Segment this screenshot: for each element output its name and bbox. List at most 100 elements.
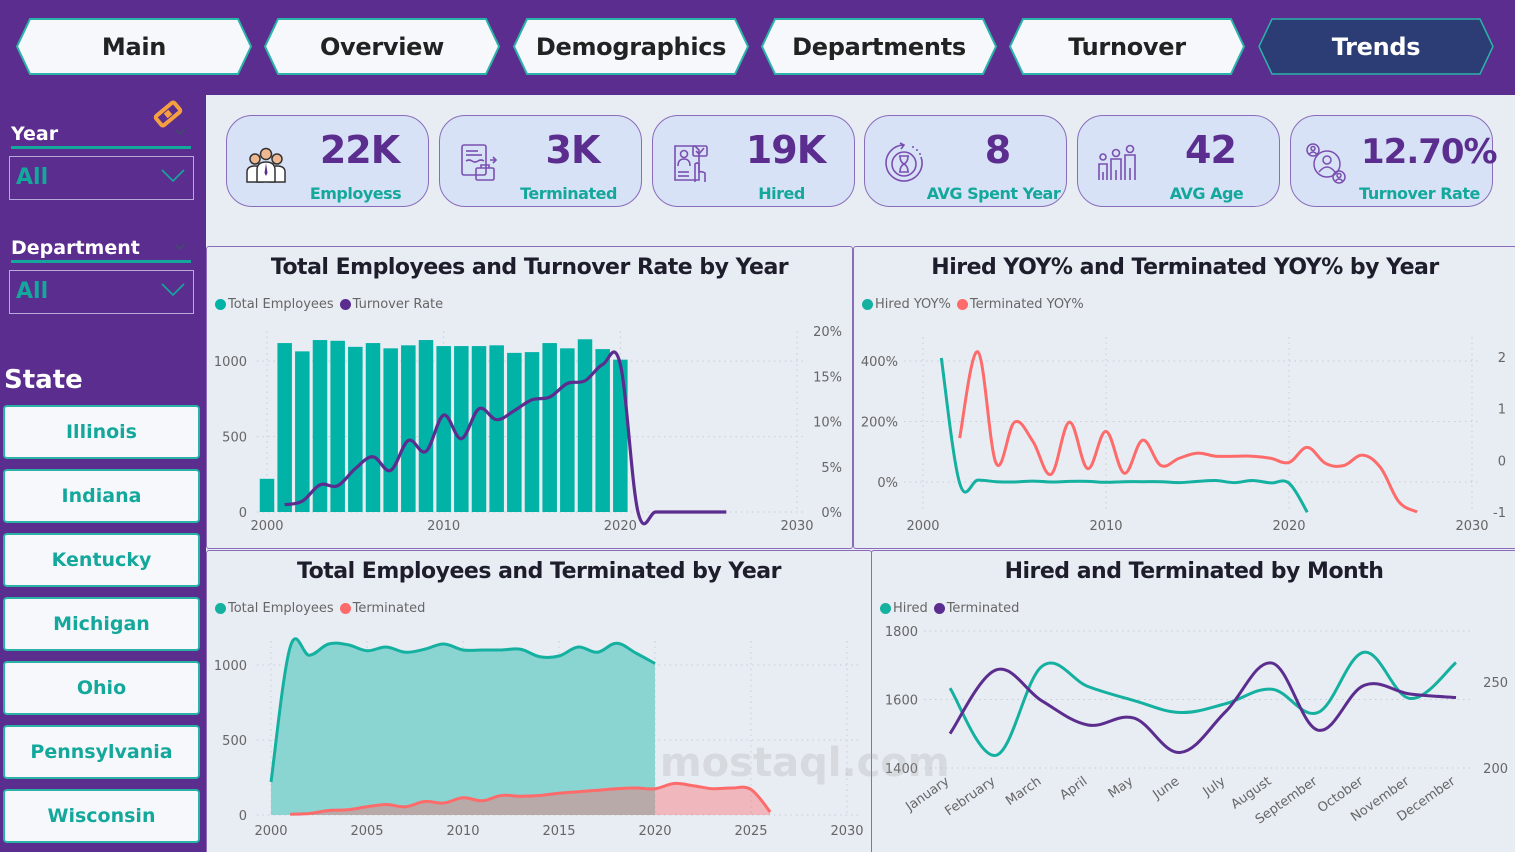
kpi-label: AVG Age	[1169, 184, 1244, 203]
y-tick-label: 0	[239, 506, 247, 521]
tab-main[interactable]: Main	[16, 18, 252, 75]
x-tick-label: 2000	[254, 824, 287, 839]
state-button-ohio[interactable]: Ohio	[3, 661, 200, 715]
kpi-label: Turnover Rate	[1359, 184, 1480, 203]
legend-dot	[880, 603, 891, 614]
bar-total-employees	[418, 340, 434, 512]
chart-legend: Total Employees Terminated	[215, 601, 425, 616]
department-dropdown-value: All	[16, 279, 49, 304]
legend-item-turnover-rate[interactable]: Turnover Rate	[339, 297, 444, 312]
legend-label: Terminated	[352, 601, 426, 616]
page-navigation: Main Overview Demographics Departments T…	[0, 0, 1515, 95]
kpi-card-employees: 22K Employess	[226, 115, 429, 207]
state-button-indiana[interactable]: Indiana	[3, 469, 200, 523]
x-tick-label: 2030	[830, 824, 863, 839]
kpi-value: 8	[984, 128, 1011, 172]
tab-overview[interactable]: Overview	[264, 18, 500, 75]
legend-item-total-employees[interactable]: Total Employees	[215, 601, 334, 616]
legend-label: Terminated YOY%	[969, 297, 1084, 312]
chevron-down-icon[interactable]	[174, 240, 186, 252]
y-tick-label: 1000	[214, 355, 247, 370]
legend-label: Turnover Rate	[352, 297, 444, 312]
tab-trends[interactable]: Trends	[1258, 18, 1494, 75]
bar-total-employees	[295, 351, 310, 512]
y-tick-label: 1000	[214, 659, 247, 674]
bar-total-employees	[348, 346, 363, 512]
y2-tick-label: 10%	[813, 416, 842, 431]
kpi-card-avg-spent-year: 8 AVG Spent Year	[864, 115, 1067, 207]
chart-plot: 0 500 1000 0% 5% 10% 15% 20% 2000 2010 2020 2030	[214, 325, 842, 534]
y-tick-label: 200%	[861, 416, 898, 431]
chart-title: Hired and Terminated by Month	[1004, 559, 1384, 584]
legend-item-terminated[interactable]: Terminated	[933, 601, 1019, 616]
tab-departments[interactable]: Departments	[761, 18, 997, 75]
area-total-employees	[271, 638, 655, 815]
y-tick-label: 1600	[885, 694, 918, 709]
state-button-michigan[interactable]: Michigan	[3, 597, 200, 651]
year-dropdown[interactable]: All	[9, 156, 194, 200]
dashboard-canvas: 22K Employess 3K Terminated 19K	[206, 95, 1515, 852]
state-slicer-title: State	[4, 365, 83, 395]
legend-item-terminated-yoy[interactable]: Terminated YOY%	[956, 297, 1084, 312]
y2-tick-label: 20%	[813, 325, 842, 340]
bar-total-employees	[507, 352, 522, 512]
line-turnover-rate	[284, 350, 727, 526]
state-button-illinois[interactable]: Illinois	[3, 405, 200, 459]
x-tick-label: 2000	[906, 519, 939, 534]
kpi-value: 3K	[545, 128, 601, 172]
chevron-down-icon	[161, 169, 185, 183]
chart-legend: Hired YOY% Terminated YOY%	[862, 297, 1084, 312]
y2-tick-label: 0%	[821, 506, 842, 521]
kpi-card-avg-age: 42 AVG Age	[1077, 115, 1280, 207]
x-tick-label: 2030	[1455, 519, 1488, 534]
chart-panel-employees-turnover: Total Employees and Turnover Rate by Yea…	[206, 246, 853, 549]
bar-total-employees	[383, 348, 398, 512]
y2-tick-label: 15%	[813, 370, 842, 385]
tab-label: Demographics	[535, 32, 727, 61]
bar-total-employees	[613, 359, 628, 512]
legend-label: Total Employees	[228, 601, 334, 616]
bar-total-employees	[595, 349, 610, 512]
x-tick-label: 2025	[734, 824, 767, 839]
bar-total-employees	[312, 340, 328, 512]
y2-tick-label: -1	[1493, 506, 1506, 521]
y-tick-label: 0	[239, 809, 247, 824]
kpi-label: Terminated	[520, 184, 617, 203]
department-slicer-label: Department	[11, 237, 140, 259]
y2-tick-label: 5%	[821, 461, 842, 476]
chart-panel-yoy: Hired YOY% and Terminated YOY% by Year H…	[853, 246, 1515, 549]
chart-plot: 0 500 1000 2000 2005 2010 2015 2020 2025 2030	[214, 637, 864, 839]
line-terminated-yoy	[958, 350, 1418, 514]
family-icon	[1098, 144, 1136, 180]
y2-tick-label: 0	[1498, 454, 1506, 469]
filter-sidebar: Year All Department All State Illinois I…	[0, 95, 206, 852]
kpi-value: 12.70%	[1361, 132, 1498, 172]
chart-legend: Hired Terminated	[880, 601, 1019, 616]
eraser-icon[interactable]	[152, 98, 184, 130]
bar-total-employees	[560, 348, 575, 512]
kpi-value: 19K	[745, 128, 826, 172]
tab-turnover[interactable]: Turnover	[1009, 18, 1245, 75]
state-button-wisconsin[interactable]: Wisconsin	[3, 789, 200, 843]
x-tick-label: 2010	[427, 519, 460, 534]
bar-total-employees	[524, 352, 540, 512]
line-hired	[948, 650, 1457, 757]
x-tick-label: 2010	[446, 824, 479, 839]
legend-item-hired[interactable]: Hired	[880, 601, 928, 616]
state-button-pennsylvania[interactable]: Pennsylvania	[3, 725, 200, 779]
department-dropdown[interactable]: All	[9, 270, 194, 314]
tab-demographics[interactable]: Demographics	[513, 18, 749, 75]
x-tick-label: April	[1057, 774, 1090, 803]
chevron-down-icon[interactable]	[174, 125, 186, 137]
chart-panel-hired-terminated-month: Hired and Terminated by Month Hired Term…	[871, 550, 1515, 852]
legend-item-total-employees[interactable]: Total Employees	[215, 297, 334, 312]
legend-item-terminated[interactable]: Terminated	[339, 601, 426, 616]
bar-total-employees	[277, 343, 292, 512]
legend-dot	[339, 603, 351, 614]
state-button-kentucky[interactable]: Kentucky	[3, 533, 200, 587]
legend-item-hired-yoy[interactable]: Hired YOY%	[862, 297, 951, 312]
y-tick-label: 500	[222, 734, 247, 749]
line-terminated	[948, 661, 1457, 755]
turnover-icon	[1306, 143, 1346, 184]
